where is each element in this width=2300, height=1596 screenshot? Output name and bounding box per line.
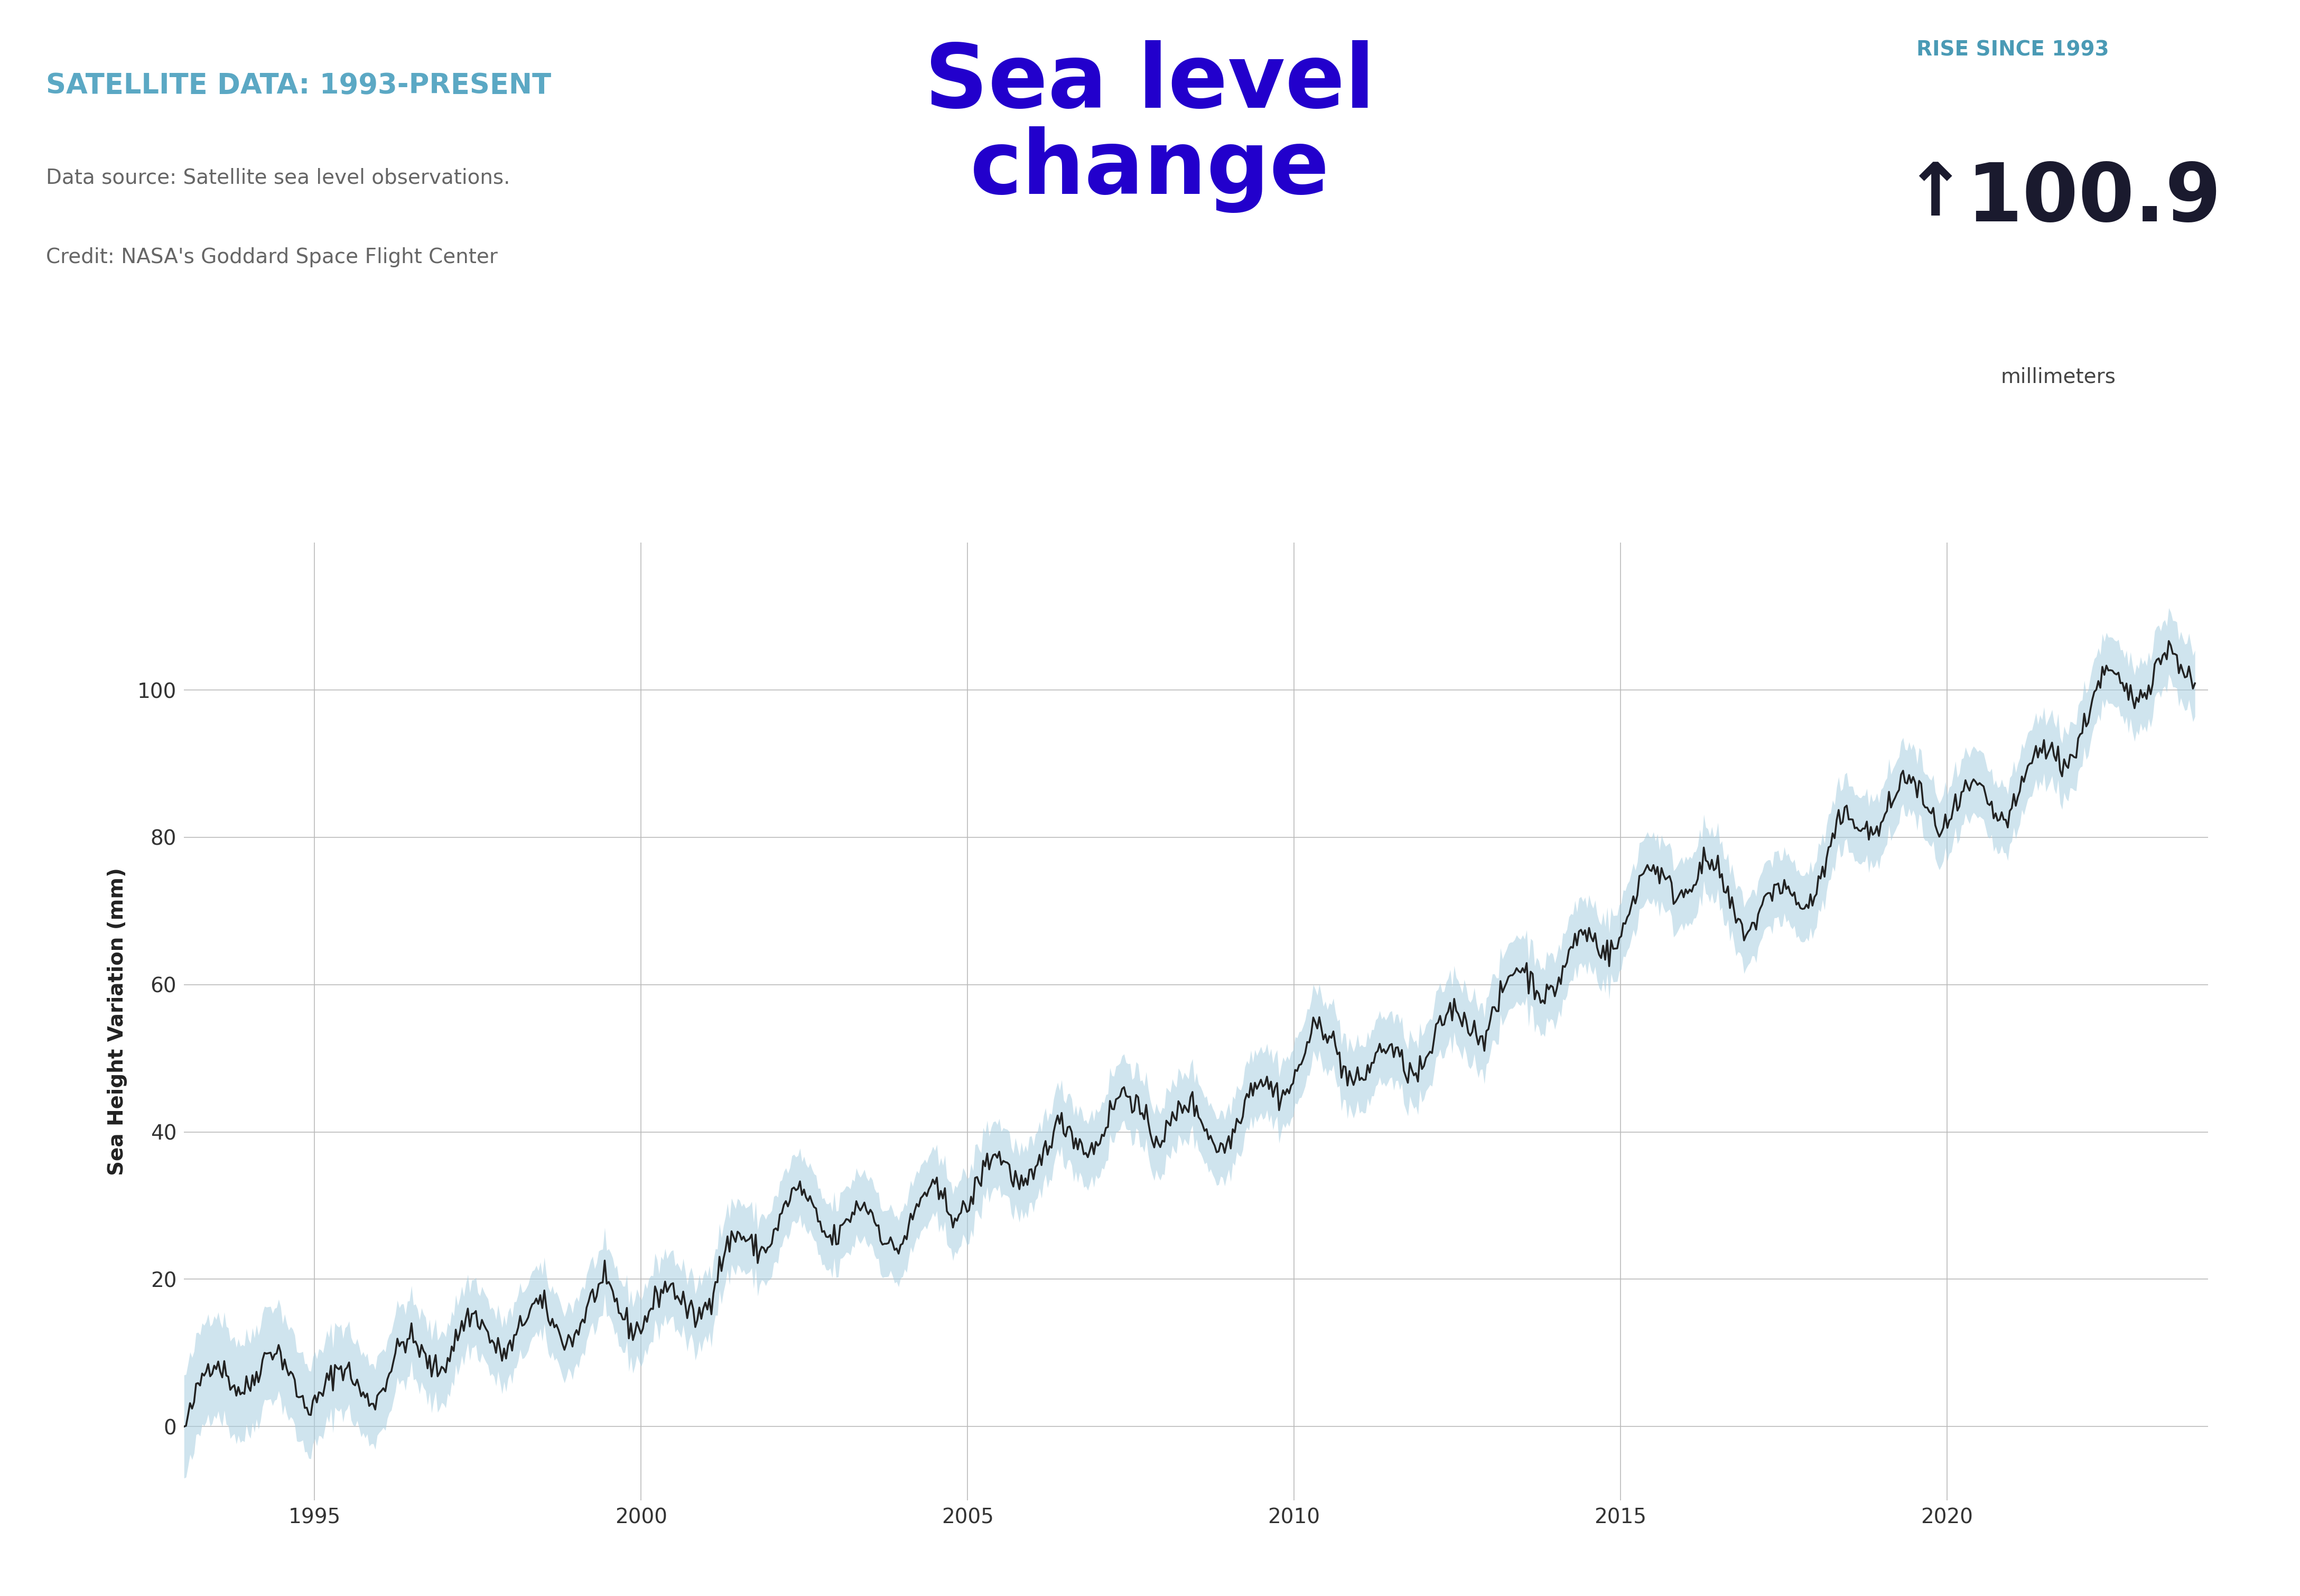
Text: RISE SINCE 1993: RISE SINCE 1993 xyxy=(1916,40,2109,61)
Y-axis label: Sea Height Variation (mm): Sea Height Variation (mm) xyxy=(108,868,127,1175)
Text: Data source: Satellite sea level observations.: Data source: Satellite sea level observa… xyxy=(46,168,511,188)
Text: 100.9: 100.9 xyxy=(1966,160,2222,238)
Text: ↑: ↑ xyxy=(1904,160,1966,231)
Text: Sea level
change: Sea level change xyxy=(925,40,1375,212)
Text: millimeters: millimeters xyxy=(2001,367,2116,388)
Text: SATELLITE DATA: 1993-PRESENT: SATELLITE DATA: 1993-PRESENT xyxy=(46,72,552,99)
Text: Credit: NASA's Goddard Space Flight Center: Credit: NASA's Goddard Space Flight Cent… xyxy=(46,247,497,268)
